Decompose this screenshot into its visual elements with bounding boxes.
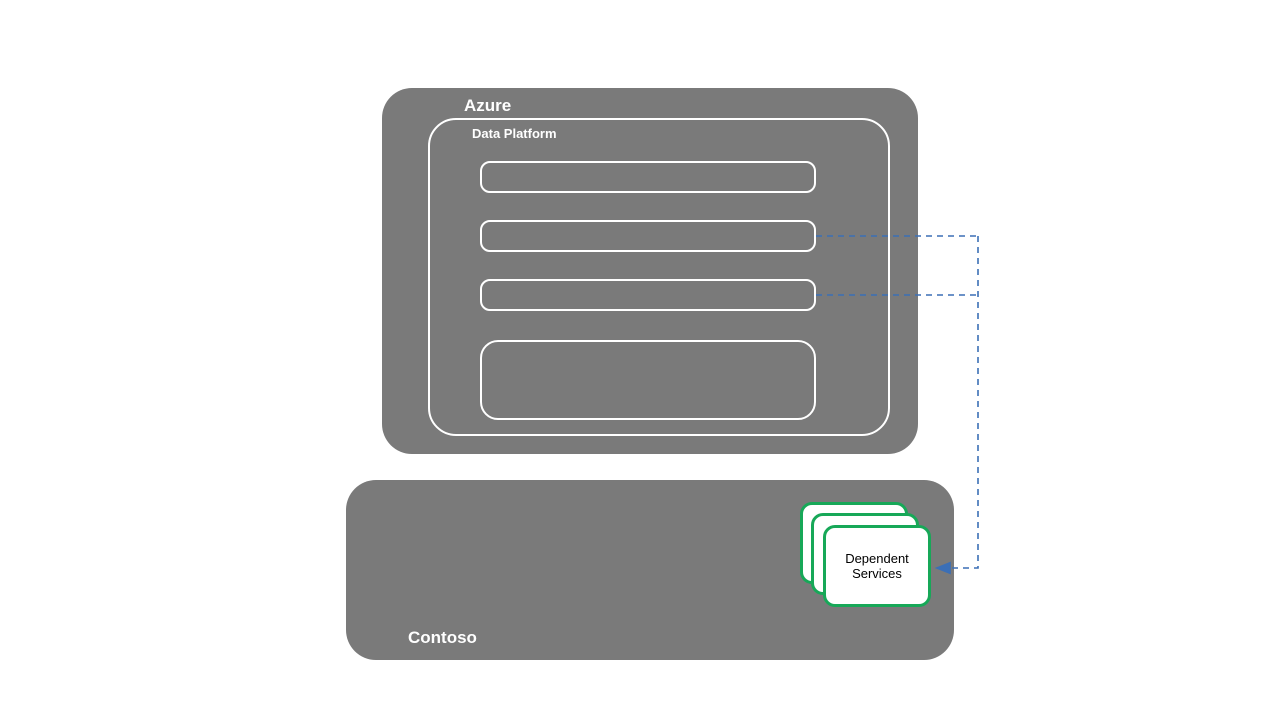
platform-slot-1: [480, 161, 816, 193]
platform-big-slot: [480, 340, 816, 420]
dependent-services-line2: Services: [852, 566, 902, 581]
platform-slot-3: [480, 279, 816, 311]
dependent-services-text: Dependent Services: [826, 552, 928, 582]
azure-label: Azure: [464, 96, 511, 116]
contoso-label: Contoso: [408, 628, 477, 648]
dependent-services-line1: Dependent: [845, 551, 909, 566]
dependent-services-card-front: Dependent Services: [823, 525, 931, 607]
data-platform-label: Data Platform: [472, 126, 557, 141]
platform-slot-2: [480, 220, 816, 252]
